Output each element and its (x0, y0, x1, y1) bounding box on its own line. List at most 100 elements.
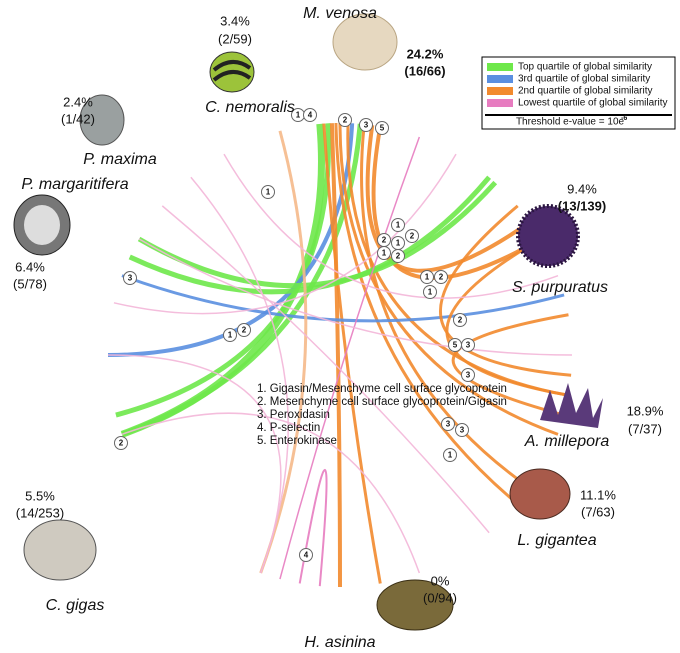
species-name: A. millepora (524, 433, 610, 450)
protein-item: 2. Mesenchyme cell surface glycoprotein/… (257, 396, 507, 408)
badge-circle (453, 313, 467, 327)
legend-swatch (487, 87, 513, 95)
badge-label: 3 (446, 420, 451, 429)
badge-circle (443, 448, 457, 462)
species-percent: 11.1% (580, 487, 616, 502)
badge-circle (391, 249, 405, 263)
badge-circle (223, 328, 237, 342)
species-percent: 6.4% (15, 259, 45, 274)
badge-circle (455, 423, 469, 437)
species-name: P. margaritifera (21, 176, 128, 193)
link (113, 153, 457, 315)
species-fraction: (2/59) (218, 31, 252, 46)
species-percent: 3.4% (220, 13, 250, 28)
link (451, 313, 569, 417)
protein-item: 5. Enterokinase (257, 435, 337, 447)
legend-box (481, 56, 676, 130)
badge-label: 1 (296, 111, 301, 120)
badge-label: 1 (448, 451, 453, 460)
species-icons (13, 13, 603, 631)
badge-label: 3 (364, 121, 369, 130)
legend-swatch (487, 63, 513, 71)
badge-circle (375, 121, 389, 135)
icon (509, 468, 571, 520)
link (223, 153, 559, 299)
species-fraction: (14/253) (16, 505, 64, 520)
icon (212, 60, 252, 82)
species-percent: 9.4% (567, 181, 597, 196)
link (121, 274, 565, 323)
icon (376, 579, 454, 631)
badge-label: 3 (460, 426, 465, 435)
link (329, 123, 342, 588)
badge-label: 1 (382, 249, 387, 258)
badge-circle (303, 108, 317, 122)
badge-label: 5 (453, 341, 458, 350)
badge-circle (359, 118, 373, 132)
badge-label: 4 (308, 111, 313, 120)
legend-label: Top quartile of global similarity (518, 62, 652, 73)
labels: M. venosa 24.2% (16/66) C. nemoralis 3.4% (2/… (13, 5, 664, 651)
threshold-exp: -6 (621, 115, 627, 122)
species-fraction: (0/94) (423, 590, 457, 605)
link (107, 354, 282, 574)
icon (516, 204, 580, 268)
badge-label: 2 (242, 326, 247, 335)
protein-item: 3. Peroxidasin (257, 409, 330, 421)
badge-label: 1 (425, 273, 430, 282)
link (338, 122, 559, 436)
species-percent: 18.9% (627, 403, 664, 418)
species-percent: 5.5% (25, 488, 55, 503)
species-fraction: (16/66) (404, 63, 445, 78)
species-fraction: (7/63) (581, 504, 615, 519)
badge-circle (423, 285, 437, 299)
link (259, 130, 308, 574)
badge-label: 3 (128, 274, 133, 283)
legend-swatch (487, 99, 513, 107)
badge-label: 1 (396, 239, 401, 248)
species-fraction: (7/37) (628, 421, 662, 436)
link (161, 205, 490, 534)
link (365, 124, 532, 273)
link (439, 204, 572, 377)
protein-item: 4. P-selectin (257, 422, 320, 434)
badge-circle (441, 417, 455, 431)
badge-circle (420, 270, 434, 284)
legend (481, 56, 676, 130)
badge-label: 2 (458, 316, 463, 325)
badge-circle (461, 338, 475, 352)
badge-label: 2 (119, 439, 124, 448)
link (371, 126, 542, 281)
link (138, 238, 573, 356)
badge-label: 3 (466, 341, 471, 350)
link (279, 136, 421, 580)
species-name: H. asinina (304, 634, 375, 651)
links (107, 122, 573, 588)
species-fraction: (13/139) (558, 198, 606, 213)
icon (23, 519, 97, 581)
badge-label: 1 (428, 288, 433, 297)
badge-circle (405, 229, 419, 243)
badge-circle (377, 246, 391, 260)
badge-circle (434, 270, 448, 284)
species-percent: 24.2% (407, 46, 444, 61)
species-name: C. gigas (46, 597, 105, 614)
threshold: Threshold e-value = 10e (516, 117, 625, 128)
badge-label: 3 (466, 371, 471, 380)
species-name: P. maxima (83, 151, 157, 168)
badge-label: 1 (396, 221, 401, 230)
icon (540, 383, 603, 428)
badge-label: 2 (396, 252, 401, 261)
badge-circle (391, 218, 405, 232)
icon (79, 94, 125, 146)
species-name: L. gigantea (517, 532, 596, 549)
badge-label: 2 (343, 116, 348, 125)
icon (24, 205, 60, 245)
species-name: S. purpuratus (512, 279, 608, 296)
legend-label: 2nd quartile of global similarity (518, 86, 653, 97)
species-percent: 0% (431, 573, 450, 588)
badge-circle (114, 436, 128, 450)
